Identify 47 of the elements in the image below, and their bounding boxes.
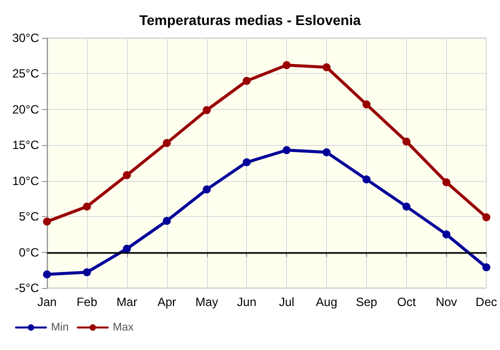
y-tick-label: -5°C	[14, 281, 40, 295]
x-tick-label: Jun	[237, 295, 256, 309]
x-tick-label: Mar	[116, 295, 138, 309]
x-tick-label: Jul	[278, 295, 294, 309]
point	[82, 202, 91, 211]
point	[402, 138, 410, 146]
point	[82, 268, 91, 276]
y-tick-label: 25°C	[12, 66, 40, 81]
point	[282, 146, 291, 154]
x-tick-label: Sep	[356, 295, 378, 309]
point	[162, 139, 171, 147]
point	[242, 76, 251, 85]
point	[322, 148, 331, 156]
y-tick-label: 30°C	[12, 31, 40, 45]
legend-label: Max	[112, 322, 134, 334]
point	[282, 61, 291, 70]
x-tick-label: Apr	[157, 295, 176, 309]
x-tick-label: Aug	[316, 295, 338, 309]
point	[482, 213, 490, 222]
point	[43, 270, 51, 278]
y-tick-label: 0°C	[18, 245, 40, 260]
y-tick-label: 15°C	[12, 138, 40, 152]
point	[322, 63, 331, 72]
y-tick-label: 20°C	[12, 102, 40, 116]
y-tick-label: 10°C	[12, 174, 40, 188]
point	[242, 158, 251, 166]
x-tick-label: Oct	[397, 295, 416, 309]
point	[122, 171, 131, 180]
point	[162, 216, 171, 225]
point	[402, 202, 410, 211]
chart-title: Temperaturas medias - Eslovenia	[139, 12, 361, 28]
point	[362, 175, 371, 184]
point	[442, 230, 450, 238]
x-tick-label: May	[195, 295, 218, 309]
point	[202, 185, 211, 194]
x-tick-label: Nov	[436, 295, 458, 309]
point	[202, 106, 211, 114]
x-tick-label: Dec	[476, 295, 497, 309]
point	[482, 263, 490, 272]
point	[43, 218, 51, 226]
x-tick-label: Jan	[37, 295, 57, 309]
x-tick-label: Feb	[76, 295, 98, 309]
point	[442, 178, 450, 186]
point	[362, 100, 371, 108]
y-tick-label: 5°C	[18, 210, 40, 224]
point	[122, 244, 131, 253]
legend-label: Min	[51, 322, 69, 334]
